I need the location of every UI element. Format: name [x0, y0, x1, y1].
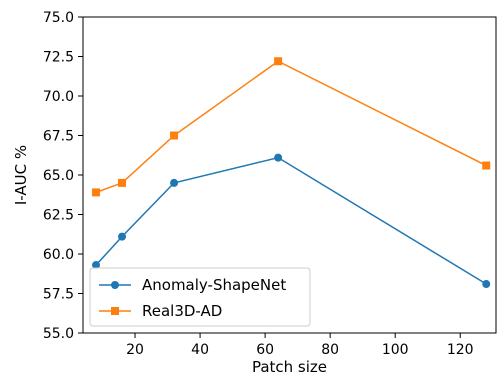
x-tick-label: 60 — [256, 342, 274, 358]
data-point-real3d-ad — [274, 57, 283, 66]
x-tick-label: 40 — [191, 342, 209, 358]
x-axis: 20 40 60 80 100 120 — [126, 333, 474, 358]
x-axis-label: Patch size — [252, 358, 327, 376]
x-tick-label: 80 — [321, 342, 339, 358]
y-axis: 55.0 57.5 60.0 62.5 65.0 67.5 70.0 72.5 75.0 — [43, 10, 83, 342]
data-point-anomaly-shapenet — [118, 232, 127, 241]
data-point-anomaly-shapenet — [482, 280, 491, 289]
data-point-real3d-ad — [118, 178, 127, 187]
x-tick-label: 100 — [382, 342, 409, 358]
y-tick-label: 55.0 — [43, 326, 74, 342]
y-tick-label: 62.5 — [43, 208, 74, 224]
y-tick-label: 67.5 — [43, 129, 74, 145]
data-point-real3d-ad — [170, 131, 179, 140]
y-tick-label: 60.0 — [43, 247, 74, 263]
series-line-real3d-ad — [95, 60, 487, 194]
legend-frame — [89, 267, 311, 327]
y-tick-label: 65.0 — [43, 168, 74, 184]
data-point-anomaly-shapenet — [274, 153, 283, 162]
data-point-real3d-ad — [482, 161, 491, 170]
y-axis-label: I-AUC % — [12, 145, 30, 205]
y-tick-label: 57.5 — [43, 287, 74, 303]
legend: Anomaly-ShapeNet Real3D-AD — [89, 267, 311, 327]
series-line-anomaly-shapenet — [95, 156, 487, 285]
legend-marker-real3d-ad — [111, 307, 119, 315]
x-tick-label: 120 — [447, 342, 474, 358]
data-point-anomaly-shapenet — [92, 261, 101, 270]
legend-marker-anomaly-shapenet — [111, 281, 119, 289]
data-point-anomaly-shapenet — [170, 178, 179, 187]
legend-label-anomaly-shapenet: Anomaly-ShapeNet — [142, 276, 286, 294]
y-tick-label: 70.0 — [43, 89, 74, 105]
series-layer — [92, 57, 491, 289]
y-tick-label: 75.0 — [43, 10, 74, 26]
legend-label-real3d-ad: Real3D-AD — [142, 302, 222, 320]
x-tick-label: 20 — [126, 342, 144, 358]
data-point-real3d-ad — [92, 188, 101, 197]
y-tick-label: 72.5 — [43, 50, 74, 66]
